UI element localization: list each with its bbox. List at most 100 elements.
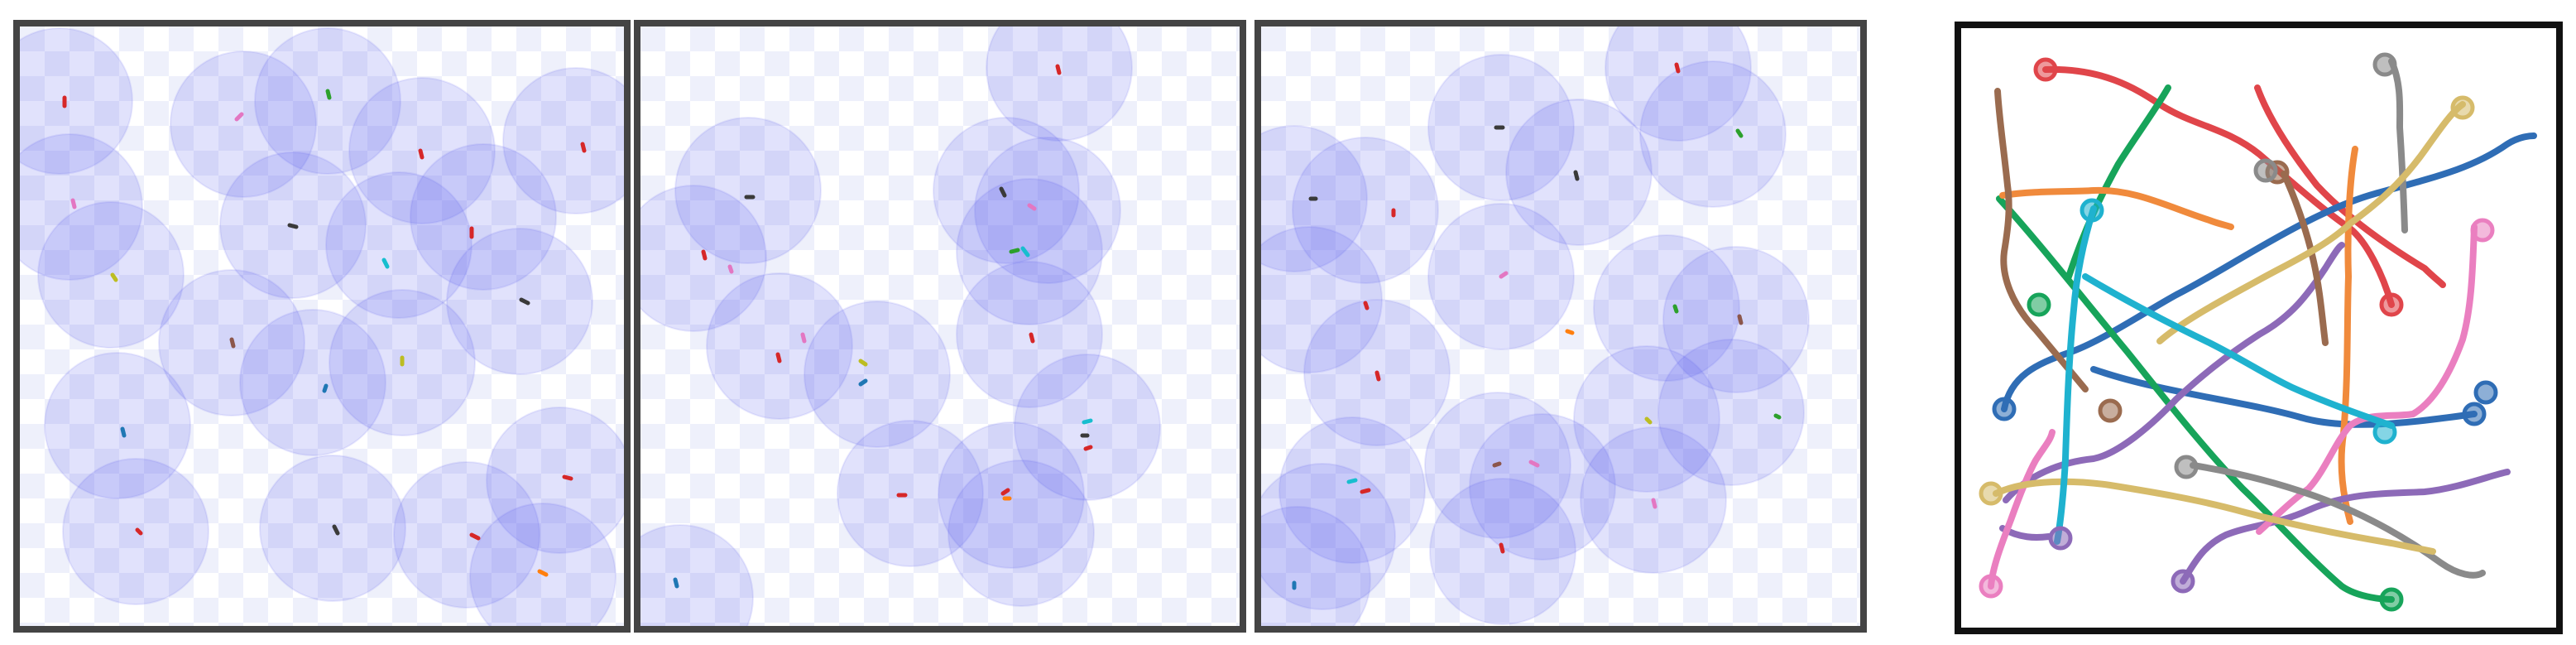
agent-icon bbox=[1082, 418, 1093, 425]
field-of-view-disc bbox=[170, 51, 317, 198]
field-of-view-disc bbox=[956, 178, 1103, 325]
trajectory-path bbox=[1993, 478, 2436, 555]
agent-icon bbox=[1737, 314, 1744, 325]
field-of-view-disc bbox=[674, 117, 822, 264]
agent-icon bbox=[325, 89, 332, 100]
agent-icon bbox=[727, 264, 734, 274]
agent-icon bbox=[1674, 62, 1681, 74]
trajectory-path bbox=[2338, 146, 2358, 525]
agent-icon bbox=[234, 112, 244, 122]
agent-icon bbox=[1029, 332, 1035, 344]
trajectory-end-marker bbox=[1979, 481, 2003, 506]
field-of-view-disc bbox=[706, 272, 853, 420]
field-of-view-disc bbox=[1657, 339, 1805, 486]
agent-icon bbox=[1000, 488, 1010, 496]
trajectory-end-marker bbox=[2171, 569, 2195, 594]
agent-icon bbox=[673, 577, 679, 589]
field-of-view-disc bbox=[259, 455, 406, 602]
trajectory-path bbox=[2042, 65, 2395, 308]
simulation-canvas-1 bbox=[20, 26, 624, 626]
agent-icon bbox=[1773, 413, 1782, 420]
trajectory-end-marker bbox=[2379, 292, 2404, 317]
trajectory-end-marker bbox=[2253, 158, 2278, 183]
agent-icon bbox=[418, 148, 425, 160]
field-of-view-disc bbox=[640, 524, 754, 626]
agent-icon bbox=[1651, 498, 1657, 509]
field-of-view-disc bbox=[1261, 463, 1396, 610]
trajectory-path bbox=[2082, 273, 2395, 429]
field-of-view-disc bbox=[410, 143, 557, 291]
agent-icon bbox=[1083, 445, 1093, 451]
field-of-view-disc bbox=[1261, 506, 1371, 626]
agent-icon bbox=[775, 352, 782, 363]
field-of-view-disc bbox=[486, 407, 624, 554]
simulation-panel-3 bbox=[1254, 20, 1867, 633]
agent-icon bbox=[70, 198, 77, 209]
simulation-panel-1 bbox=[13, 20, 631, 633]
trajectory-start-marker bbox=[2372, 52, 2397, 77]
simulation-canvas-3 bbox=[1261, 26, 1860, 626]
field-of-view-disc bbox=[1014, 354, 1161, 501]
trajectory-path bbox=[2281, 171, 2329, 346]
trajectory-end-marker bbox=[2470, 218, 2495, 243]
trajectory-panel bbox=[1955, 22, 2563, 634]
field-of-view-disc bbox=[502, 67, 624, 214]
agent-icon bbox=[1027, 203, 1037, 211]
simulation-panel-2 bbox=[634, 20, 1246, 633]
agent-icon bbox=[701, 249, 708, 261]
trajectory-end-marker bbox=[2379, 587, 2404, 612]
agent-icon bbox=[1735, 128, 1744, 138]
checkerboard-floor bbox=[20, 26, 624, 626]
trajectory-path bbox=[2256, 224, 2478, 535]
trajectory-start-marker bbox=[2450, 95, 2475, 120]
agent-icon bbox=[1644, 416, 1653, 425]
trajectory-start-marker bbox=[2033, 57, 2058, 82]
agent-icon bbox=[1020, 246, 1030, 258]
trajectory-end-marker bbox=[2462, 402, 2487, 426]
field-of-view-disc bbox=[804, 301, 951, 448]
agent-icon bbox=[858, 378, 868, 387]
field-of-view-disc bbox=[44, 352, 191, 499]
trajectory-start-marker bbox=[2027, 292, 2051, 317]
agent-icon bbox=[1499, 271, 1509, 279]
agent-icon bbox=[537, 569, 549, 577]
agent-icon bbox=[1055, 64, 1062, 75]
agent-icon bbox=[469, 532, 481, 541]
field-of-view-disc bbox=[947, 460, 1095, 607]
trajectory-path bbox=[1988, 429, 2056, 590]
trajectory-start-marker bbox=[1992, 397, 2017, 421]
agent-icon bbox=[1363, 301, 1370, 310]
agent-icon bbox=[110, 272, 118, 282]
agent-icon bbox=[322, 383, 329, 393]
trajectory-path bbox=[2190, 462, 2486, 579]
agent-icon bbox=[1573, 170, 1580, 181]
field-of-view-disc bbox=[239, 309, 386, 456]
trajectory-end-marker bbox=[2372, 420, 2397, 445]
field-of-view-disc bbox=[986, 26, 1133, 142]
field-of-view-disc bbox=[933, 117, 1080, 264]
trajectory-start-marker bbox=[2080, 198, 2104, 223]
field-of-view-disc bbox=[1662, 246, 1810, 393]
trajectory-end-marker bbox=[2174, 455, 2199, 479]
field-of-view-disc bbox=[254, 27, 401, 175]
checkerboard-floor bbox=[640, 26, 1240, 626]
agent-icon bbox=[800, 332, 807, 344]
agent-icon bbox=[1672, 304, 1679, 314]
field-of-view-disc bbox=[1292, 137, 1439, 284]
trajectory-path bbox=[1994, 88, 2089, 392]
agent-icon bbox=[562, 474, 573, 481]
trajectory-path bbox=[2388, 58, 2408, 233]
agent-icon bbox=[858, 359, 868, 367]
agent-icon bbox=[999, 186, 1007, 198]
field-of-view-disc bbox=[325, 171, 473, 319]
agent-icon bbox=[1499, 542, 1505, 554]
field-of-view-disc bbox=[20, 133, 143, 281]
simulation-canvas-2 bbox=[640, 26, 1240, 626]
agent-icon bbox=[1528, 460, 1540, 468]
field-of-view-disc bbox=[938, 421, 1085, 569]
agent-icon bbox=[135, 527, 143, 536]
field-of-view-disc bbox=[1278, 416, 1426, 564]
trajectory-path bbox=[2054, 205, 2097, 545]
field-of-view-disc bbox=[974, 137, 1121, 284]
field-of-view-disc bbox=[20, 27, 133, 175]
